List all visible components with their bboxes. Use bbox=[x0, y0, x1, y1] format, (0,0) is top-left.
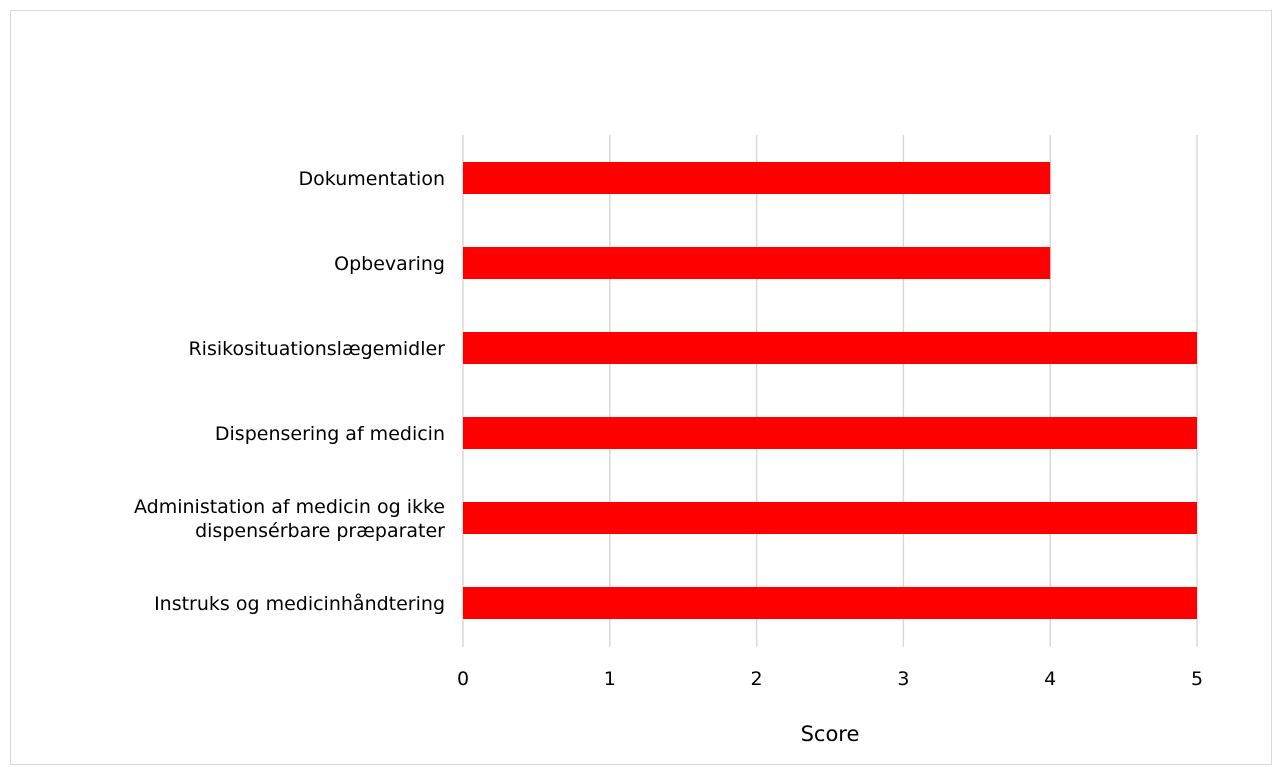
x-axis-title: Score bbox=[801, 722, 860, 746]
bar bbox=[463, 417, 1197, 449]
x-tick-label: 3 bbox=[897, 668, 909, 690]
category-label: Risikosituationslægemidler bbox=[188, 338, 445, 360]
x-tick-label: 1 bbox=[604, 668, 616, 690]
category-labels: Dokumentation Opbevaring Risikosituationsl… bbox=[134, 168, 445, 615]
bar bbox=[463, 247, 1051, 279]
x-tick-labels: 0 1 2 3 4 5 bbox=[457, 668, 1203, 690]
chart-frame bbox=[10, 10, 1272, 765]
category-label: Dokumentation bbox=[299, 168, 445, 190]
bar bbox=[463, 332, 1197, 364]
category-label: Administation af medicin og ikke bbox=[134, 496, 445, 518]
category-label: Instruks og medicinhåndtering bbox=[154, 592, 445, 615]
x-tick-label: 0 bbox=[457, 668, 469, 690]
category-label: Opbevaring bbox=[334, 253, 445, 275]
category-label: dispensérbare præparater bbox=[195, 520, 445, 542]
x-tick-label: 4 bbox=[1044, 668, 1056, 690]
category-label: Dispensering af medicin bbox=[215, 423, 445, 445]
bar bbox=[463, 162, 1051, 194]
x-tick-label: 2 bbox=[751, 668, 763, 690]
x-tick-label: 5 bbox=[1191, 668, 1203, 690]
gridlines bbox=[462, 135, 1198, 647]
bar bbox=[463, 502, 1197, 534]
bar bbox=[463, 587, 1197, 619]
bars bbox=[463, 162, 1197, 619]
